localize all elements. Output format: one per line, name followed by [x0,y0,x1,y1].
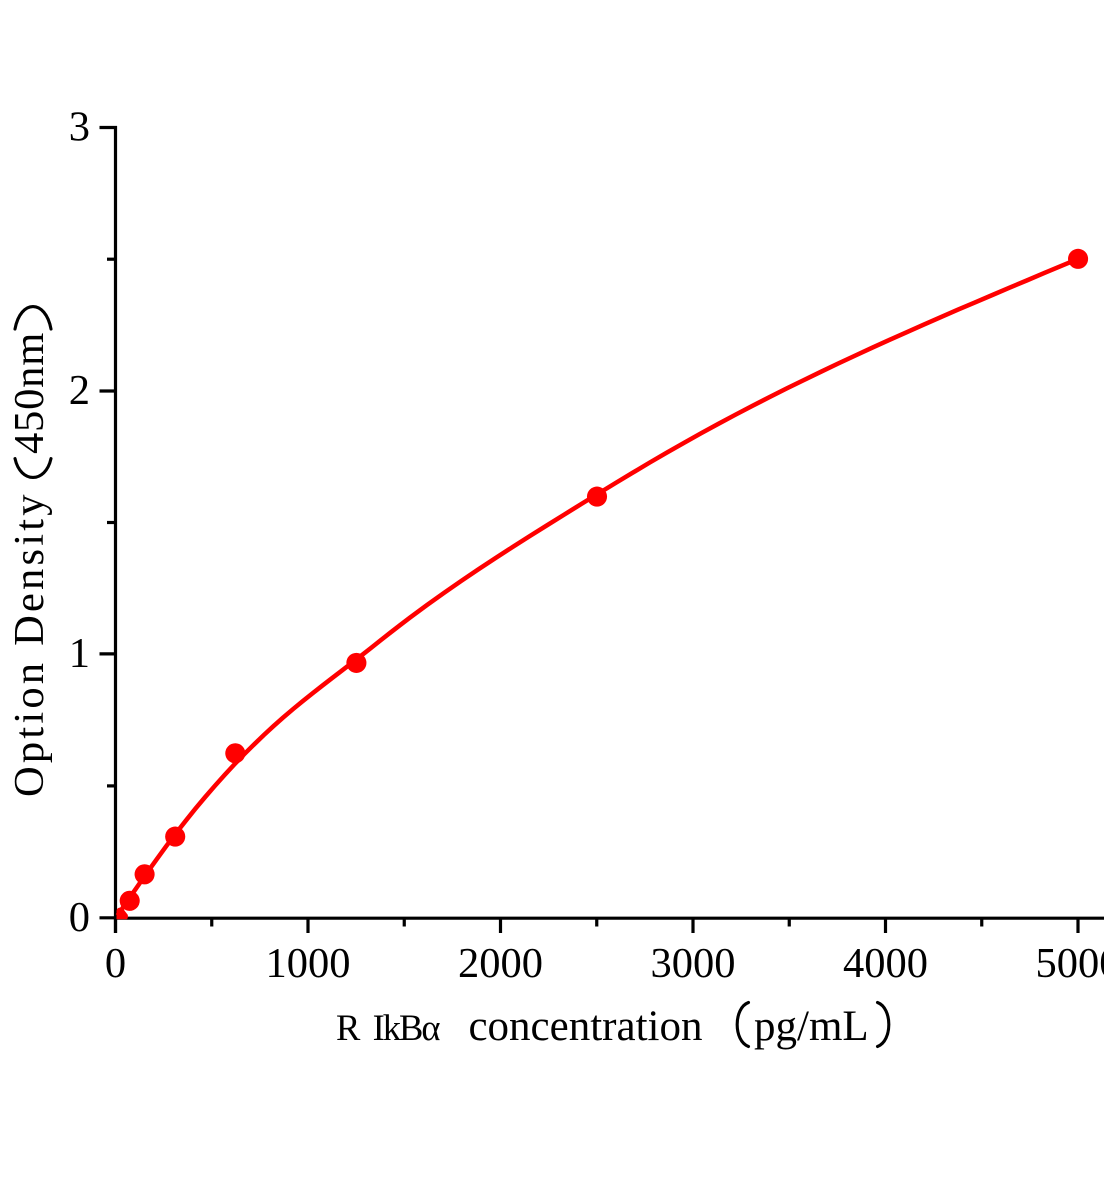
svg-text:3: 3 [69,104,90,151]
svg-text:0: 0 [69,894,90,941]
svg-text:2000: 2000 [458,940,543,987]
svg-text:pg/mL: pg/mL [754,1003,869,1050]
svg-text:0: 0 [105,940,126,987]
svg-text:450nm: 450nm [6,332,53,454]
svg-text:3000: 3000 [651,940,736,987]
svg-text:1: 1 [69,630,90,677]
svg-text:Option Density: Option Density [6,491,53,797]
svg-text:1000: 1000 [266,940,351,987]
svg-text:2: 2 [69,367,90,414]
svg-text:4000: 4000 [843,940,928,987]
